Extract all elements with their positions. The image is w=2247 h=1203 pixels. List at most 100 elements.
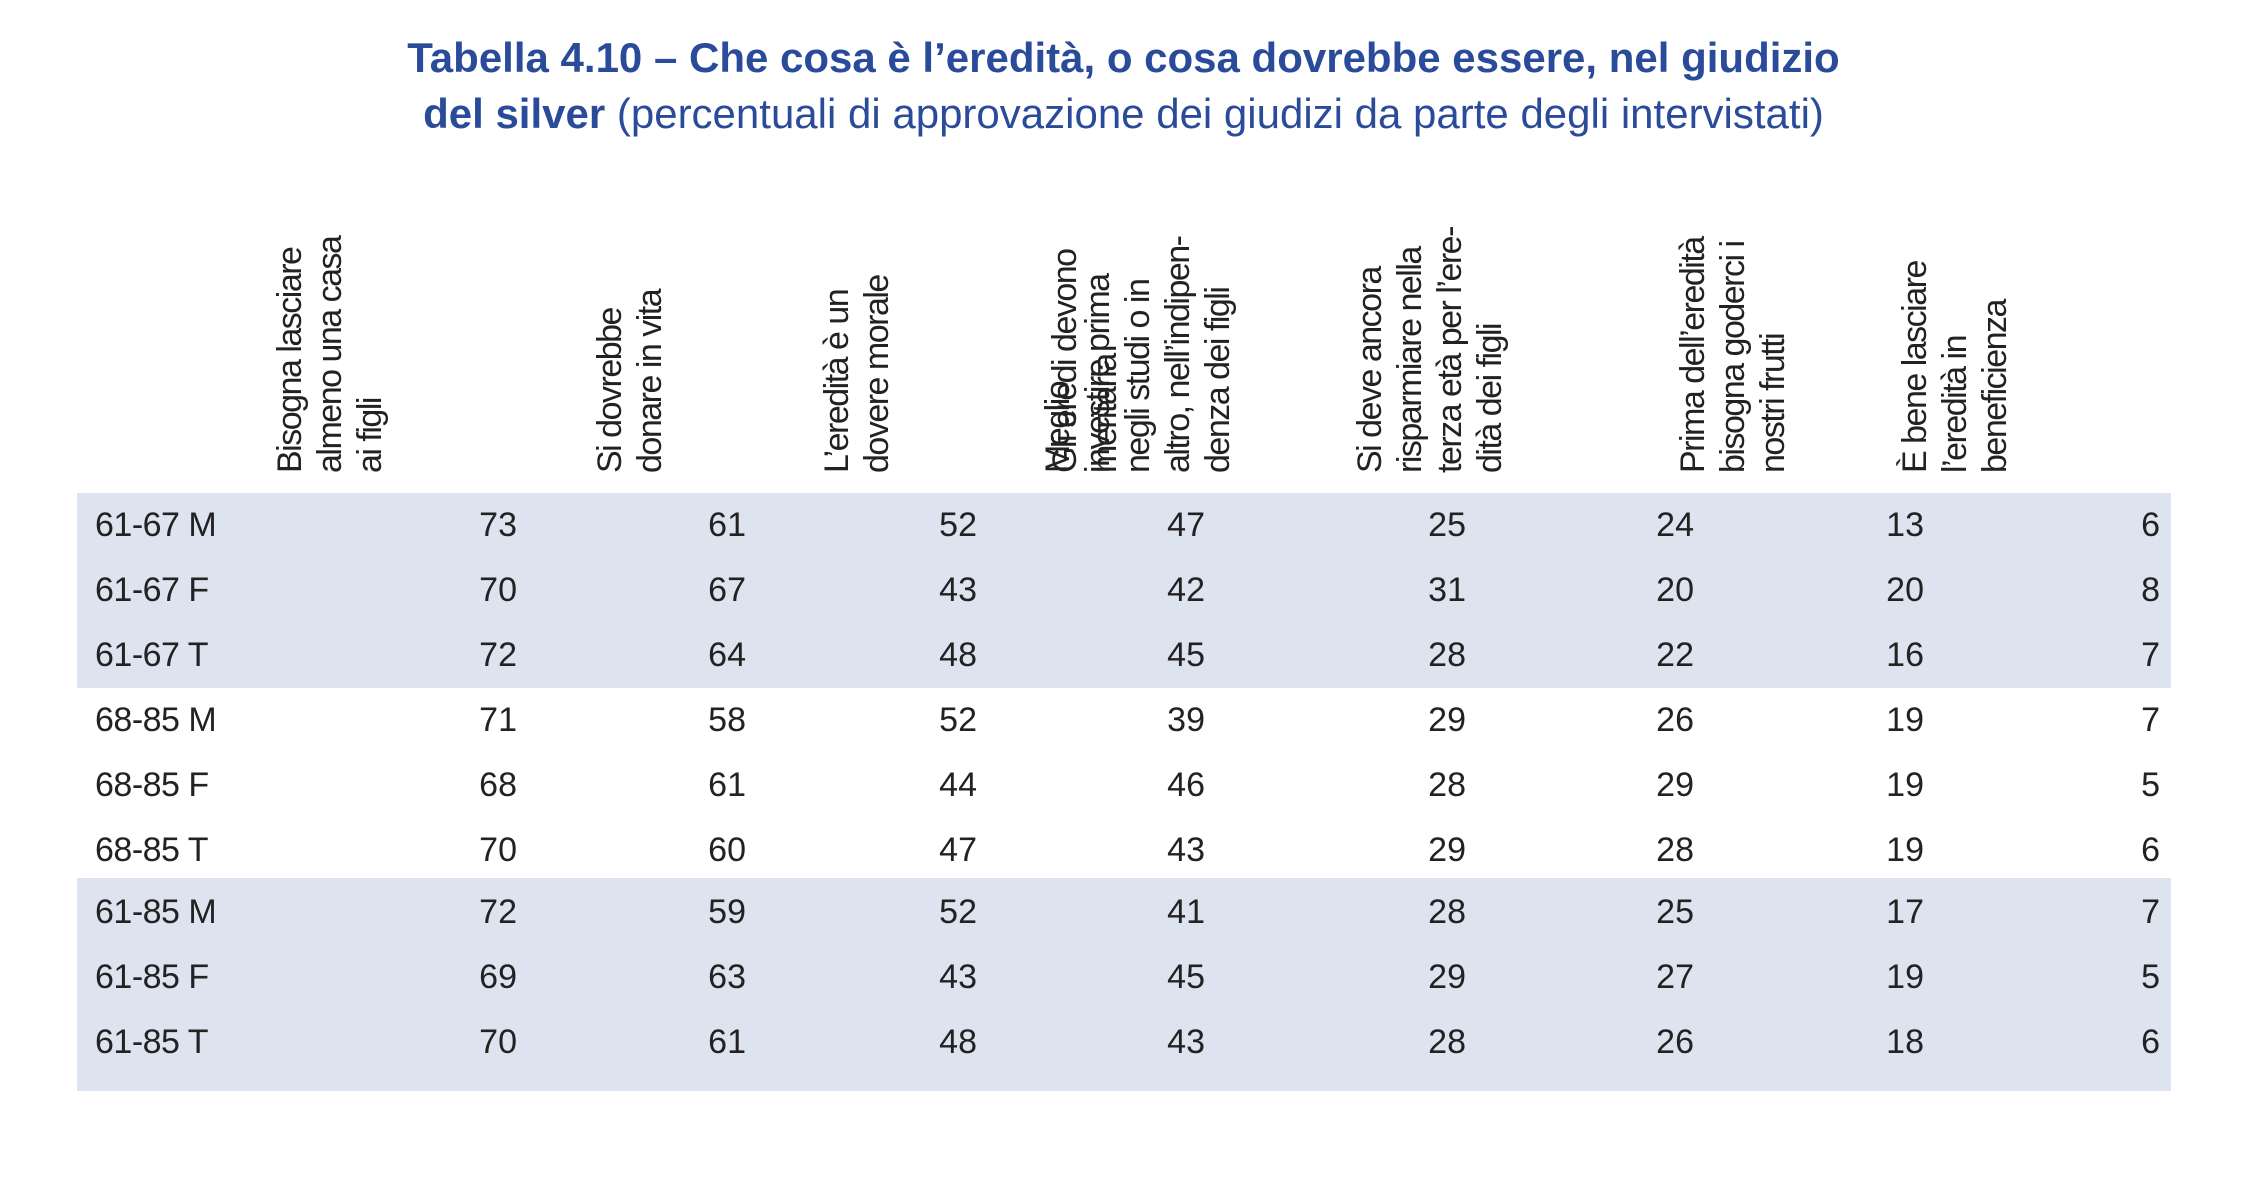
table-cell: 63 xyxy=(708,958,746,996)
table-cell: 6 xyxy=(2141,831,2160,869)
column-header-label: Si deve ancora risparmiare nella terza e… xyxy=(1351,227,1509,473)
table-cell: 5 xyxy=(2141,958,2160,996)
table-cell: 58 xyxy=(708,701,746,739)
table-cell: 60 xyxy=(708,831,746,869)
table-cell: 19 xyxy=(1886,766,1924,804)
table-cell: 48 xyxy=(939,1023,977,1061)
table-cell: 5 xyxy=(2141,766,2160,804)
table-cell: 20 xyxy=(1886,571,1924,609)
table-cell: 7 xyxy=(2141,636,2160,674)
table-cell: 24 xyxy=(1656,506,1694,544)
table-cell: 28 xyxy=(1428,766,1466,804)
table-cell: 42 xyxy=(1167,571,1205,609)
table-cell: 67 xyxy=(708,571,746,609)
title-line-2: del silver (percentuali di approvazione … xyxy=(0,86,2247,142)
title-line-1-text: Tabella 4.10 – Che cosa è l’eredità, o c… xyxy=(407,34,1840,81)
table-cell: 7 xyxy=(2141,701,2160,739)
table-row: 61-67 T 72 64 48 45 28 22 16 7 xyxy=(77,623,2171,688)
column-header-label: Prima dell’eredità bisogna goderci i nos… xyxy=(1674,237,1792,473)
table-row: 68-85 M 71 58 52 39 29 26 19 7 xyxy=(77,688,2171,753)
table-cell: 13 xyxy=(1886,506,1924,544)
table-cell: 22 xyxy=(1656,636,1694,674)
table-row: 61-67 F 70 67 43 42 31 20 20 8 xyxy=(77,558,2171,623)
table-cell: 70 xyxy=(479,571,517,609)
table-cell: 61 xyxy=(708,766,746,804)
row-label: 68-85 T xyxy=(95,831,209,869)
group-band-61-67 xyxy=(77,493,2171,688)
table-cell: 20 xyxy=(1656,571,1694,609)
table-cell: 17 xyxy=(1886,893,1924,931)
table-row: 61-67 M 73 61 52 47 25 24 13 6 xyxy=(77,493,2171,558)
table-cell: 29 xyxy=(1428,701,1466,739)
table-cell: 26 xyxy=(1656,1023,1694,1061)
table-cell: 68 xyxy=(479,766,517,804)
table-cell: 47 xyxy=(1167,506,1205,544)
table-cell: 52 xyxy=(939,506,977,544)
row-label: 61-85 M xyxy=(95,893,217,931)
title-subtitle: (percentuali di approvazione dei giudizi… xyxy=(605,90,1824,137)
table-cell: 61 xyxy=(708,1023,746,1061)
row-label: 61-67 T xyxy=(95,636,209,674)
column-header-label: È bene lasciare l’eredità in beneficienz… xyxy=(1896,261,2014,473)
row-label: 68-85 F xyxy=(95,766,209,804)
table-cell: 31 xyxy=(1428,571,1466,609)
table-row: 61-85 F 69 63 43 45 29 27 19 5 xyxy=(77,945,2171,1010)
column-header-label: Bisogna lasciare almeno una casa ai figl… xyxy=(271,236,389,473)
table-cell: 28 xyxy=(1428,893,1466,931)
table-cell: 72 xyxy=(479,893,517,931)
row-label: 61-85 F xyxy=(95,958,209,996)
table-cell: 64 xyxy=(708,636,746,674)
table-cell: 43 xyxy=(1167,831,1205,869)
table-cell: 45 xyxy=(1167,636,1205,674)
table-row: 68-85 T 70 60 47 43 29 28 19 6 xyxy=(77,818,2171,883)
table-title: Tabella 4.10 – Che cosa è l’eredità, o c… xyxy=(0,30,2247,142)
table-cell: 70 xyxy=(479,1023,517,1061)
table-cell: 16 xyxy=(1886,636,1924,674)
table-cell: 43 xyxy=(1167,1023,1205,1061)
table-cell: 28 xyxy=(1428,636,1466,674)
table-cell: 6 xyxy=(2141,506,2160,544)
table-cell: 27 xyxy=(1656,958,1694,996)
table-cell: 48 xyxy=(939,636,977,674)
table-cell: 52 xyxy=(939,701,977,739)
table-cell: 46 xyxy=(1167,766,1205,804)
table-cell: 73 xyxy=(479,506,517,544)
table-cell: 61 xyxy=(708,506,746,544)
table-cell: 69 xyxy=(479,958,517,996)
table-row: 61-85 M 72 59 52 41 28 25 17 7 xyxy=(77,880,2171,945)
title-line-1: Tabella 4.10 – Che cosa è l’eredità, o c… xyxy=(0,30,2247,86)
table-cell: 25 xyxy=(1428,506,1466,544)
table-cell: 59 xyxy=(708,893,746,931)
table-cell: 29 xyxy=(1656,766,1694,804)
table-cell: 19 xyxy=(1886,701,1924,739)
table-cell: 45 xyxy=(1167,958,1205,996)
table-cell: 29 xyxy=(1428,958,1466,996)
table-cell: 19 xyxy=(1886,958,1924,996)
row-label: 61-67 F xyxy=(95,571,209,609)
table-cell: 25 xyxy=(1656,893,1694,931)
table-cell: 44 xyxy=(939,766,977,804)
row-label: 68-85 M xyxy=(95,701,217,739)
table-cell: 47 xyxy=(939,831,977,869)
table-cell: 19 xyxy=(1886,831,1924,869)
group-band-61-85 xyxy=(77,878,2171,1091)
table-cell: 52 xyxy=(939,893,977,931)
table-cell: 41 xyxy=(1167,893,1205,931)
table-cell: 72 xyxy=(479,636,517,674)
table-cell: 18 xyxy=(1886,1023,1924,1061)
table-cell: 6 xyxy=(2141,1023,2160,1061)
table-cell: 39 xyxy=(1167,701,1205,739)
row-label: 61-67 M xyxy=(95,506,217,544)
column-header-label: L’eredità è un dovere morale xyxy=(818,275,896,473)
table-row: 61-85 T 70 61 48 43 28 26 18 6 xyxy=(77,1010,2171,1075)
column-header-label: Si dovrebbe donare in vita xyxy=(591,289,669,473)
table-cell: 71 xyxy=(479,701,517,739)
table-row: 68-85 F 68 61 44 46 28 29 19 5 xyxy=(77,753,2171,818)
table-cell: 29 xyxy=(1428,831,1466,869)
table-cell: 8 xyxy=(2141,571,2160,609)
table-cell: 7 xyxy=(2141,893,2160,931)
table-cell: 28 xyxy=(1656,831,1694,869)
title-subject: del silver xyxy=(423,90,606,137)
row-label: 61-85 T xyxy=(95,1023,209,1061)
table-cell: 26 xyxy=(1656,701,1694,739)
